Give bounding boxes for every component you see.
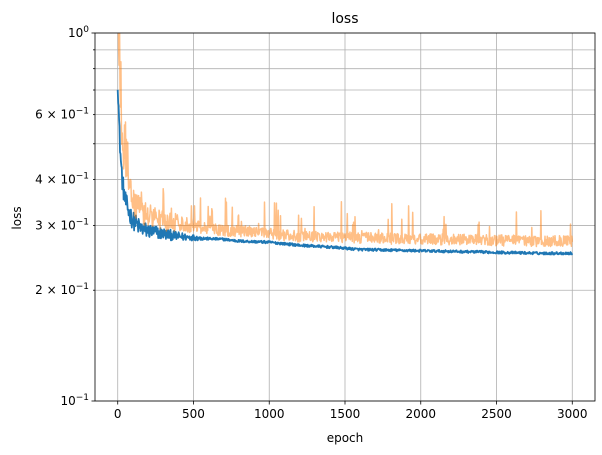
x-tick-label: 2500 (481, 407, 512, 421)
y-tick-label: 10−1 (60, 393, 89, 408)
y-tick-label: 6 × 10−1 (35, 107, 89, 122)
x-tick-label: 1000 (254, 407, 285, 421)
y-tick-label: 4 × 10−1 (35, 171, 89, 186)
y-tick-label: 3 × 10−1 (35, 217, 89, 232)
x-tick-label: 500 (182, 407, 205, 421)
series-line-orange (117, 33, 574, 248)
series-line-blue (116, 89, 574, 256)
x-tick-label: 2000 (405, 407, 436, 421)
x-axis-title: epoch (327, 431, 364, 445)
x-tick-label: 1500 (330, 407, 361, 421)
y-axis-title: loss (10, 206, 24, 229)
chart-title: loss (331, 11, 358, 27)
x-tick-label: 3000 (557, 407, 588, 421)
x-tick-label: 0 (114, 407, 122, 421)
y-tick-label: 100 (68, 25, 89, 40)
plot-frame (94, 32, 596, 402)
axes: 0 500 1000 1500 2000 2500 3000 10−1 100 2 × 10−1 3… (35, 25, 596, 421)
plot-area (116, 33, 574, 256)
y-tick-label: 2 × 10−1 (35, 282, 89, 297)
